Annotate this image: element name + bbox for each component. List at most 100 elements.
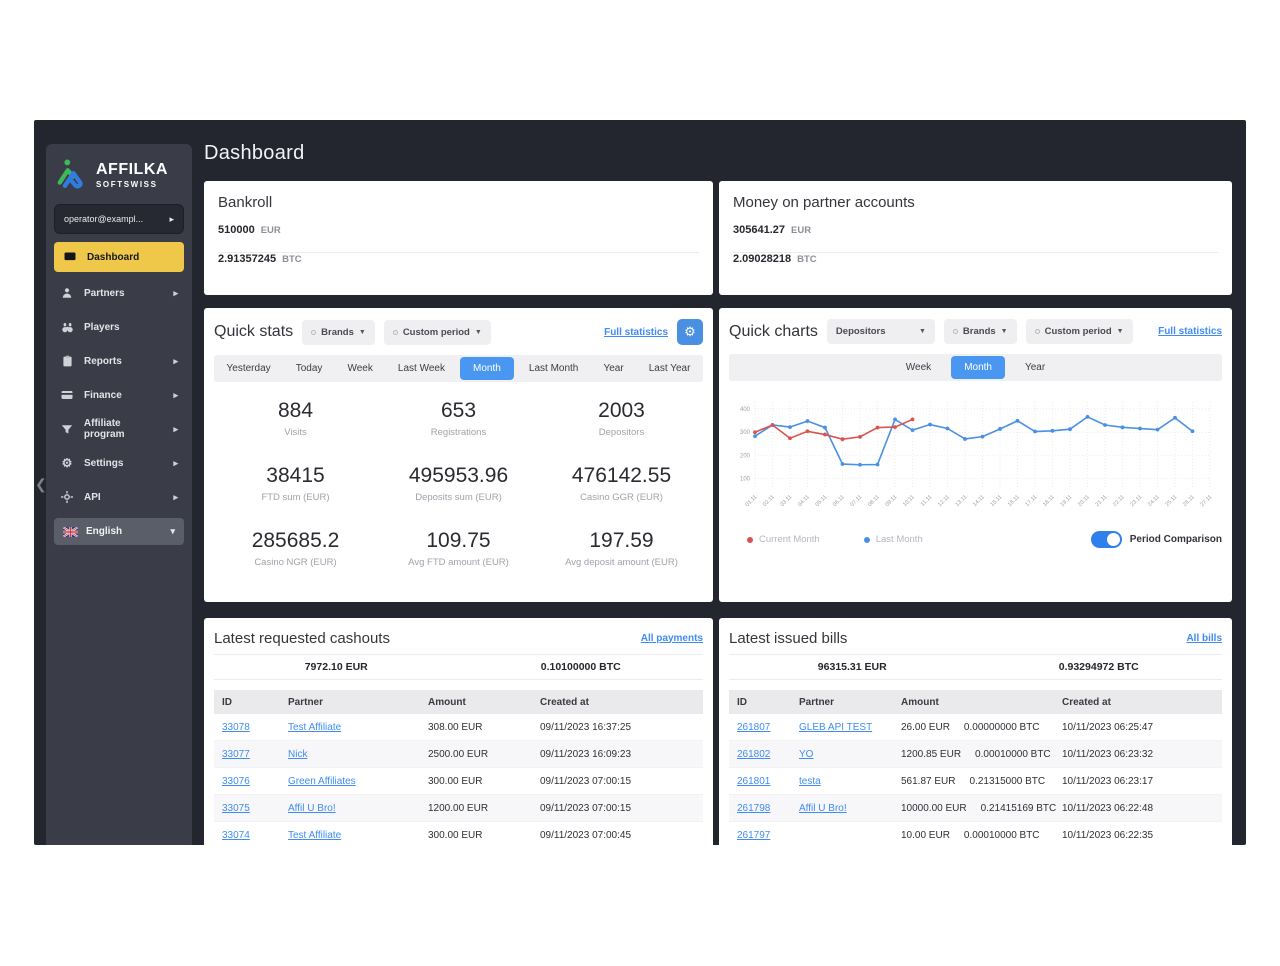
cashouts-total-btc: 0.10100000 BTC [540, 661, 621, 673]
partner-link[interactable]: GLEB API TEST [799, 721, 873, 733]
tab-week[interactable]: Week [905, 362, 932, 373]
bill-id-link[interactable]: 261802 [737, 748, 771, 760]
chevron-right-icon: ▸ [173, 355, 178, 366]
bill-id-link[interactable]: 261801 [737, 775, 771, 787]
bill-id-link[interactable]: 261807 [737, 721, 771, 733]
chevron-down-icon: ▾ [170, 526, 175, 536]
stats-settings-button[interactable]: ⚙ [677, 319, 703, 345]
tab-today[interactable]: Today [295, 363, 323, 374]
brand-logo: AFFILKA SOFTSWISS [46, 144, 192, 202]
svg-text:05.11: 05.11 [815, 494, 829, 508]
stat-registrations: 653 Registrations [430, 399, 487, 438]
tab-month[interactable]: Month [460, 357, 514, 380]
partner-link[interactable]: testa [799, 775, 821, 787]
tab-month[interactable]: Month [951, 356, 1005, 379]
amount-btc: 0.00000000 BTC [963, 721, 1040, 733]
partner-link[interactable]: YO [799, 748, 814, 760]
sidebar-item-api[interactable]: API ▸ [46, 480, 192, 514]
sidebar-item-dashboard[interactable]: Dashboard [54, 242, 184, 272]
cashout-id-link[interactable]: 33074 [222, 829, 250, 841]
language-selector[interactable]: English ▾ [54, 518, 184, 545]
account-selector[interactable]: operator@exampl... ▸ [54, 204, 184, 234]
eur-unit: EUR [791, 225, 812, 236]
cashouts-card: Latest requested cashouts All payments 7… [204, 618, 713, 845]
created-cell: 10/11/2023 06:22:35 [1062, 829, 1154, 841]
sidebar-collapse-button[interactable]: ❮ [35, 476, 47, 492]
affilka-logo-icon [57, 159, 83, 189]
cashouts-summary: 7972.10 EUR 0.10100000 BTC [214, 654, 703, 680]
table-row: 33077 Nick 2500.00 EUR 09/11/2023 16:09:… [214, 741, 703, 768]
finance-icon [60, 390, 74, 400]
bankroll-card: Bankroll 510000 EUR 2.91357245 BTC [204, 181, 713, 295]
quick-charts-title: Quick charts [729, 322, 818, 340]
full-statistics-link[interactable]: Full statistics [604, 326, 668, 338]
amount-eur: 1200.85 EUR [901, 748, 962, 760]
metric-select[interactable]: Depositors ▼ [826, 319, 935, 344]
period-comparison-toggle[interactable] [1090, 531, 1122, 548]
chevron-right-icon: ▸ [173, 389, 178, 400]
bills-total-btc: 0.93294972 BTC [1058, 661, 1139, 673]
sidebar-item-finance[interactable]: Finance ▸ [46, 378, 192, 412]
cashout-id-link[interactable]: 33075 [222, 802, 250, 814]
affiliate-program-icon [60, 424, 74, 435]
svg-text:400: 400 [740, 407, 751, 413]
amount-cell: 2500.00 EUR [428, 748, 489, 760]
btc-unit: BTC [282, 254, 302, 265]
bill-id-link[interactable]: 261798 [737, 802, 771, 814]
sidebar-item-reports[interactable]: Reports ▸ [46, 344, 192, 378]
sidebar-item-players[interactable]: Players [46, 310, 192, 344]
btc-unit: BTC [797, 254, 817, 265]
caret-down-icon: ▼ [1000, 328, 1008, 335]
brands-filter[interactable]: Brands ▼ [302, 319, 375, 345]
svg-text:20.11: 20.11 [1077, 494, 1091, 508]
brands-filter[interactable]: Brands ▼ [943, 319, 1017, 344]
full-statistics-link[interactable]: Full statistics [1158, 326, 1222, 337]
custom-period-filter[interactable]: Custom period ▼ [1025, 319, 1133, 344]
tab-year[interactable]: Year [1024, 362, 1046, 373]
tab-yesterday[interactable]: Yesterday [226, 363, 271, 374]
partner-link[interactable]: Affil U Bro! [799, 802, 847, 814]
tab-last-week[interactable]: Last Week [397, 363, 445, 374]
custom-period-label: Custom period [1044, 326, 1112, 337]
all-payments-link[interactable]: All payments [640, 632, 703, 644]
gear-icon: ⚙ [684, 324, 696, 339]
tab-year[interactable]: Year [603, 363, 624, 374]
tab-last-month[interactable]: Last Month [528, 363, 579, 374]
created-cell: 09/11/2023 16:09:23 [540, 748, 632, 760]
tab-week[interactable]: Week [347, 363, 373, 374]
quick-stats-period-tabs: Yesterday Today Week Last Week Month Las… [214, 355, 703, 382]
table-row: 33078 Test Affiliate 308.00 EUR 09/11/20… [214, 714, 703, 741]
custom-period-filter[interactable]: Custom period ▼ [383, 319, 491, 345]
bill-id-link[interactable]: 261797 [737, 829, 771, 841]
chevron-right-icon: ▸ [169, 213, 174, 224]
cashout-id-link[interactable]: 33078 [222, 721, 250, 733]
all-bills-link[interactable]: All bills [1186, 632, 1222, 644]
caret-down-icon: ▼ [918, 328, 926, 335]
stat-avg-ftd: 109.75 Avg FTD amount (EUR) [408, 529, 509, 568]
language-label: English [86, 526, 123, 537]
svg-text:21.11: 21.11 [1095, 494, 1109, 508]
depositors-chart: 100 200 300 400 01.11 02.11 03.11 04.11 05.11 06.… [729, 394, 1222, 527]
stat-avg-deposit: 197.59 Avg deposit amount (EUR) [565, 529, 678, 568]
cashout-id-link[interactable]: 33076 [222, 775, 250, 787]
caret-down-icon: ▼ [474, 328, 482, 336]
partner-link[interactable]: Test Affiliate [288, 829, 342, 841]
svg-text:14.11: 14.11 [972, 494, 986, 508]
sidebar-item-affiliate-program[interactable]: Affiliate program ▸ [46, 412, 192, 446]
table-row: 33074 Test Affiliate 300.00 EUR 09/11/20… [214, 822, 703, 845]
cashout-id-link[interactable]: 33077 [222, 748, 250, 760]
partner-link[interactable]: Test Affiliate [288, 721, 342, 733]
sidebar-item-partners[interactable]: Partners ▸ [46, 276, 192, 310]
amount-cell: 308.00 EUR [428, 721, 483, 733]
svg-text:04.11: 04.11 [797, 494, 811, 508]
amount-eur: 26.00 EUR [901, 721, 950, 733]
svg-text:03.11: 03.11 [780, 494, 794, 508]
partner-link[interactable]: Green Affiliates [288, 775, 356, 787]
legend-current-month: Current Month [747, 534, 820, 545]
sidebar-item-label: Settings [84, 457, 124, 469]
players-icon [60, 322, 74, 333]
partner-link[interactable]: Nick [288, 748, 308, 760]
sidebar-item-settings[interactable]: ⚙ Settings ▸ [46, 446, 192, 480]
partner-link[interactable]: Affil U Bro! [288, 802, 336, 814]
tab-last-year[interactable]: Last Year [648, 363, 691, 374]
